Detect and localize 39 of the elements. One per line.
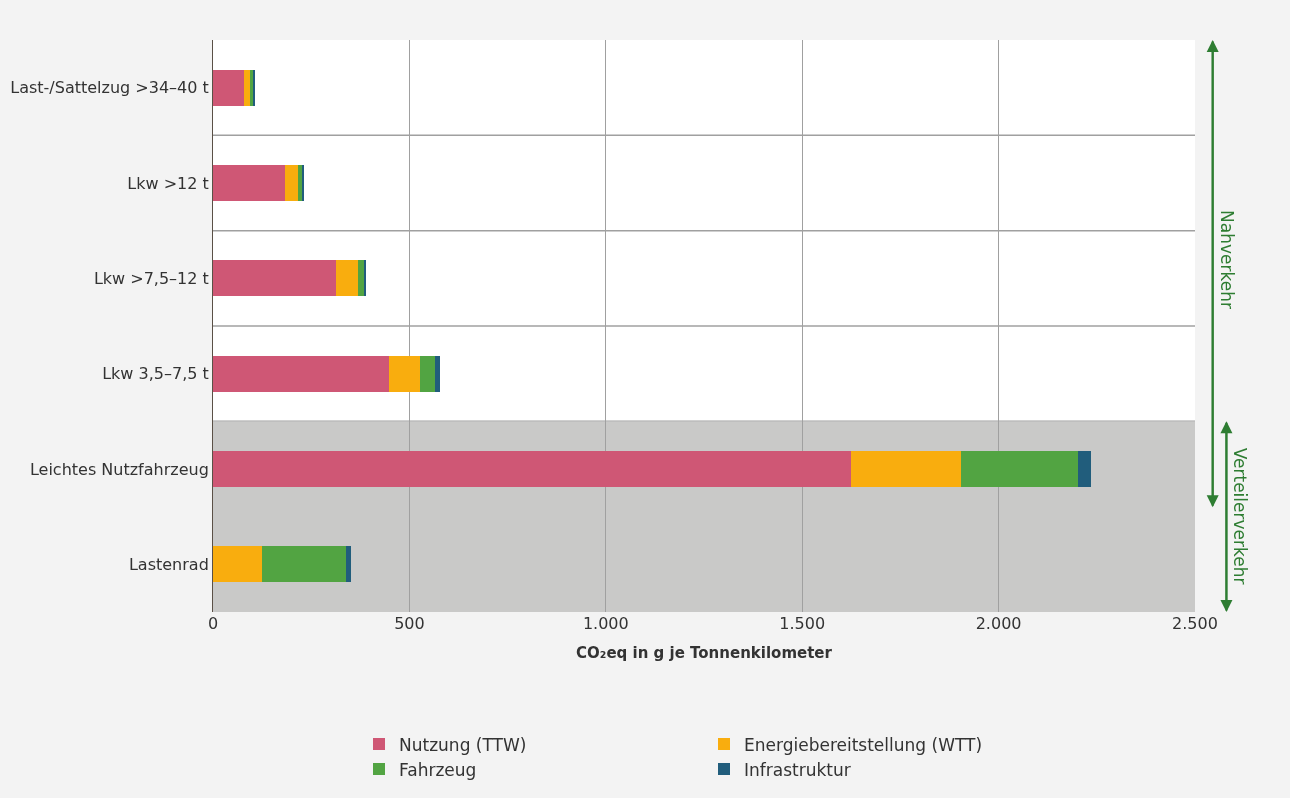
- legend-label: Nutzung (TTW): [399, 734, 527, 755]
- bar: [420, 355, 436, 392]
- y-tick-label: Leichtes Nutzfahrzeug: [29, 459, 209, 479]
- bar: [1078, 450, 1091, 488]
- bar: [851, 450, 961, 488]
- bar: [213, 164, 286, 202]
- bar: [345, 546, 351, 583]
- text: Verteilerverkehr: [1229, 447, 1250, 585]
- bar: [285, 164, 298, 202]
- y-tick-label: Last-/Sattelzug >34–40 t: [10, 78, 209, 98]
- y-tick-label: Lkw >7,5–12 t: [93, 268, 209, 288]
- x-tick-label: 2.000: [975, 614, 1022, 633]
- legend-label: Fahrzeug: [399, 759, 477, 780]
- y-tick-label: Lastenrad: [128, 554, 209, 574]
- x-tick-label: 500: [394, 614, 425, 633]
- legend-label: Energiebereitstellung (WTT): [744, 734, 983, 755]
- bar: [302, 164, 305, 202]
- x-tick-label: 1.000: [582, 614, 629, 633]
- bar: [435, 355, 440, 392]
- bar: [335, 260, 358, 297]
- bar: [389, 355, 421, 392]
- legend-label: Infrastruktur: [744, 759, 851, 780]
- text: Nahverkehr: [1217, 210, 1238, 309]
- x-tick-label: 2.500: [1172, 614, 1218, 633]
- bar: [213, 69, 245, 106]
- bar: [960, 450, 1079, 488]
- bar: [262, 546, 346, 583]
- y-tick-label: Lkw 3,5–7,5 t: [102, 364, 209, 384]
- x-axis-title: CO₂eq in g je Tonnenkilometer: [576, 644, 833, 662]
- bar: [213, 355, 390, 392]
- bar: [213, 450, 852, 488]
- x-tick-label: 1.500: [779, 614, 826, 633]
- y-tick-label: Lkw >12 t: [127, 173, 209, 193]
- bar: [244, 69, 250, 106]
- bar: [249, 69, 254, 106]
- bar: [213, 546, 263, 583]
- bar: [213, 260, 336, 297]
- x-tick-label: 0: [207, 614, 219, 633]
- bar: [357, 260, 364, 297]
